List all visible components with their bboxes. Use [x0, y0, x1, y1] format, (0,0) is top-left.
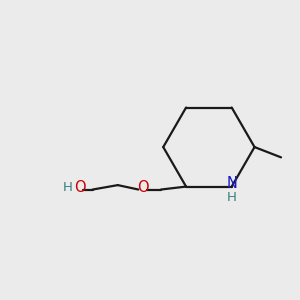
- Text: O: O: [75, 180, 86, 195]
- Text: N: N: [226, 176, 237, 191]
- Text: H: H: [63, 181, 73, 194]
- Text: H: H: [227, 191, 237, 204]
- Text: O: O: [137, 180, 148, 195]
